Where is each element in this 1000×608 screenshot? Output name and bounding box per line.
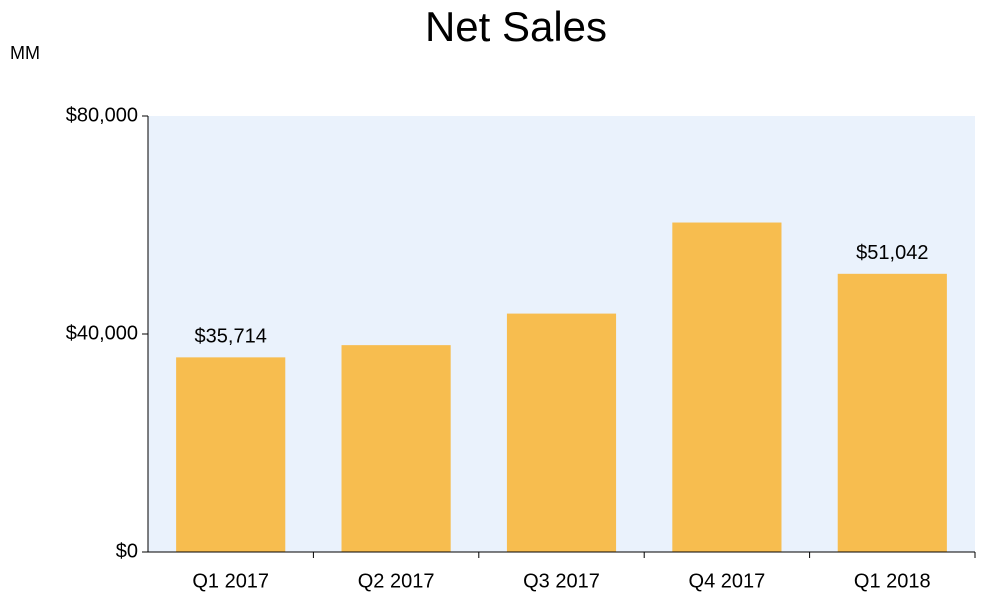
value-label: $51,042 (856, 242, 928, 264)
x-tick-label: Q1 2018 (854, 570, 931, 592)
bar (672, 222, 782, 553)
y-tick-label: $0 (116, 540, 138, 562)
x-tick-label: Q1 2017 (192, 570, 269, 592)
value-label: $35,714 (195, 326, 267, 348)
chart-title: Net Sales (425, 3, 607, 50)
bar (506, 313, 617, 552)
x-tick-label: Q4 2017 (689, 570, 766, 592)
y-tick-label: $40,000 (66, 322, 138, 344)
y-tick-label: $80,000 (66, 104, 138, 126)
unit-label: MM (10, 43, 40, 63)
bar (176, 357, 286, 552)
bar (837, 273, 947, 552)
x-tick-label: Q2 2017 (358, 570, 435, 592)
bar (341, 345, 451, 552)
x-tick-label: Q3 2017 (523, 570, 600, 592)
